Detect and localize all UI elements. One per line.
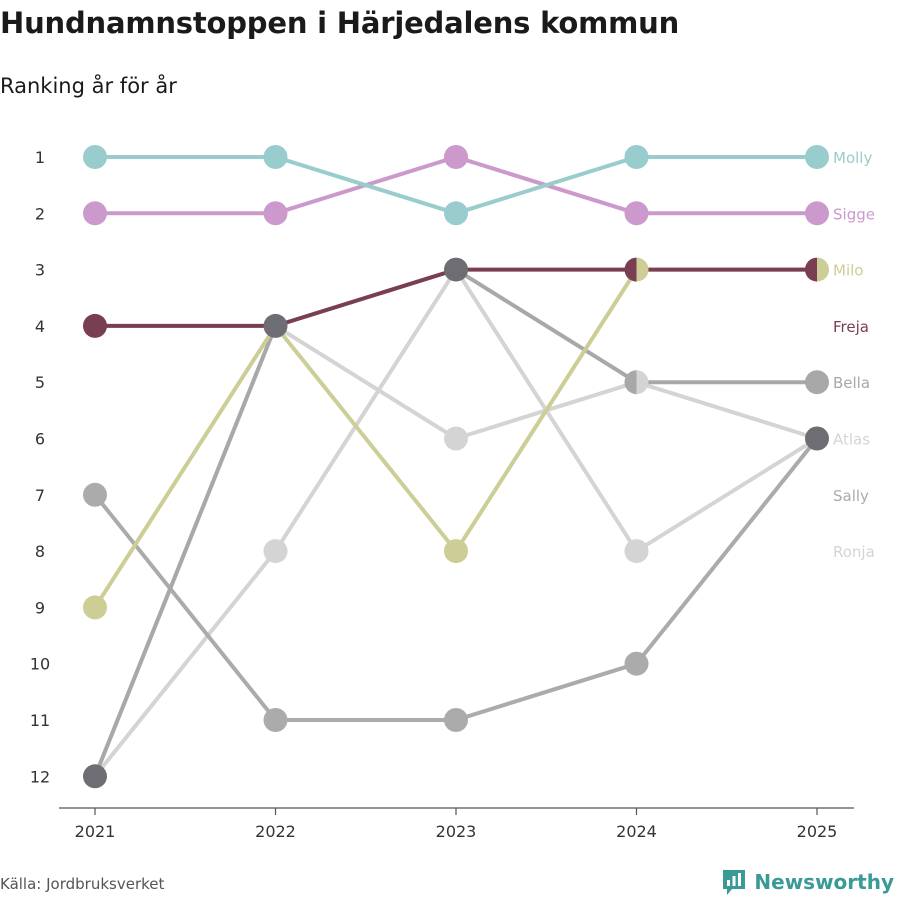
x-tick-label: 2021	[75, 822, 116, 841]
point-sigge-2024	[624, 201, 649, 226]
series-line-sally	[93, 436, 819, 722]
series-label-freja: Freja	[833, 318, 869, 336]
y-tick-label: 3	[35, 261, 45, 280]
point-sigge-2023	[444, 145, 468, 169]
point-molly-2021	[83, 145, 107, 169]
point-shared-2023	[444, 257, 468, 282]
series-label-ronja: Ronja	[833, 543, 875, 561]
chart-subtitle: Ranking år för år	[0, 74, 177, 98]
point-shared-2022	[263, 313, 288, 338]
y-tick-label: 2	[35, 204, 45, 223]
series-label-sally: Sally	[833, 487, 869, 505]
newsworthy-logo-icon	[723, 870, 746, 895]
point-milo-2021	[83, 595, 107, 620]
point-molly-2025	[805, 145, 829, 169]
point-ronja-2024	[636, 370, 649, 395]
point-milo-2023	[444, 539, 468, 564]
series-label-atlas: Atlas	[833, 431, 870, 449]
point-sally-2024	[624, 651, 649, 676]
point-sigge-2025	[805, 201, 829, 226]
point-molly-2022	[263, 145, 288, 169]
point-bella-2025	[805, 370, 829, 395]
point-sally-2022	[263, 708, 288, 732]
point-freja-2024	[624, 257, 637, 282]
x-tick-label: 2025	[797, 822, 838, 841]
point-shared-2025	[805, 426, 829, 451]
series-label-molly: Molly	[833, 149, 872, 167]
point-molly-2023	[444, 201, 468, 226]
y-tick-label: 11	[30, 711, 50, 730]
point-milo-2025	[817, 257, 829, 282]
point-atlas-2024	[624, 539, 649, 564]
y-tick-label: 9	[35, 598, 45, 617]
series-line-atlas	[93, 267, 819, 779]
y-tick-label: 8	[35, 542, 45, 561]
x-tick-label: 2023	[436, 822, 477, 841]
point-molly-2024	[624, 145, 649, 169]
point-freja-2021	[83, 313, 107, 338]
y-tick-label: 6	[35, 430, 45, 449]
series-label-milo: Milo	[833, 262, 863, 280]
point-sigge-2022	[263, 201, 288, 226]
point-milo-2024	[636, 257, 649, 282]
point-shared-2021	[83, 764, 107, 789]
point-bella-2024	[624, 370, 637, 395]
x-tick-label: 2024	[616, 822, 657, 841]
y-tick-label: 4	[35, 317, 45, 336]
point-atlas-2022	[263, 539, 288, 564]
brand-name: Newsworthy	[754, 870, 894, 894]
point-sigge-2021	[83, 201, 107, 226]
series-label-sigge: Sigge	[833, 205, 875, 223]
newsworthy-brand[interactable]: Newsworthy	[721, 868, 894, 896]
y-tick-label: 7	[35, 486, 45, 505]
y-tick-label: 12	[30, 767, 50, 786]
y-tick-label: 5	[35, 373, 45, 392]
y-tick-label: 1	[35, 148, 45, 167]
chart-title: Hundnamnstoppen i Härjedalens kommun	[0, 6, 680, 40]
source-note: Källa: Jordbruksverket	[0, 875, 165, 893]
point-ronja-2023	[444, 426, 468, 451]
series-line-bella	[93, 267, 819, 779]
point-sally-2021	[83, 482, 107, 507]
point-sally-2023	[444, 708, 468, 732]
point-freja-2025	[805, 257, 817, 282]
y-tick-label: 10	[30, 655, 50, 674]
series-label-bella: Bella	[833, 374, 870, 392]
x-tick-label: 2022	[255, 822, 296, 841]
